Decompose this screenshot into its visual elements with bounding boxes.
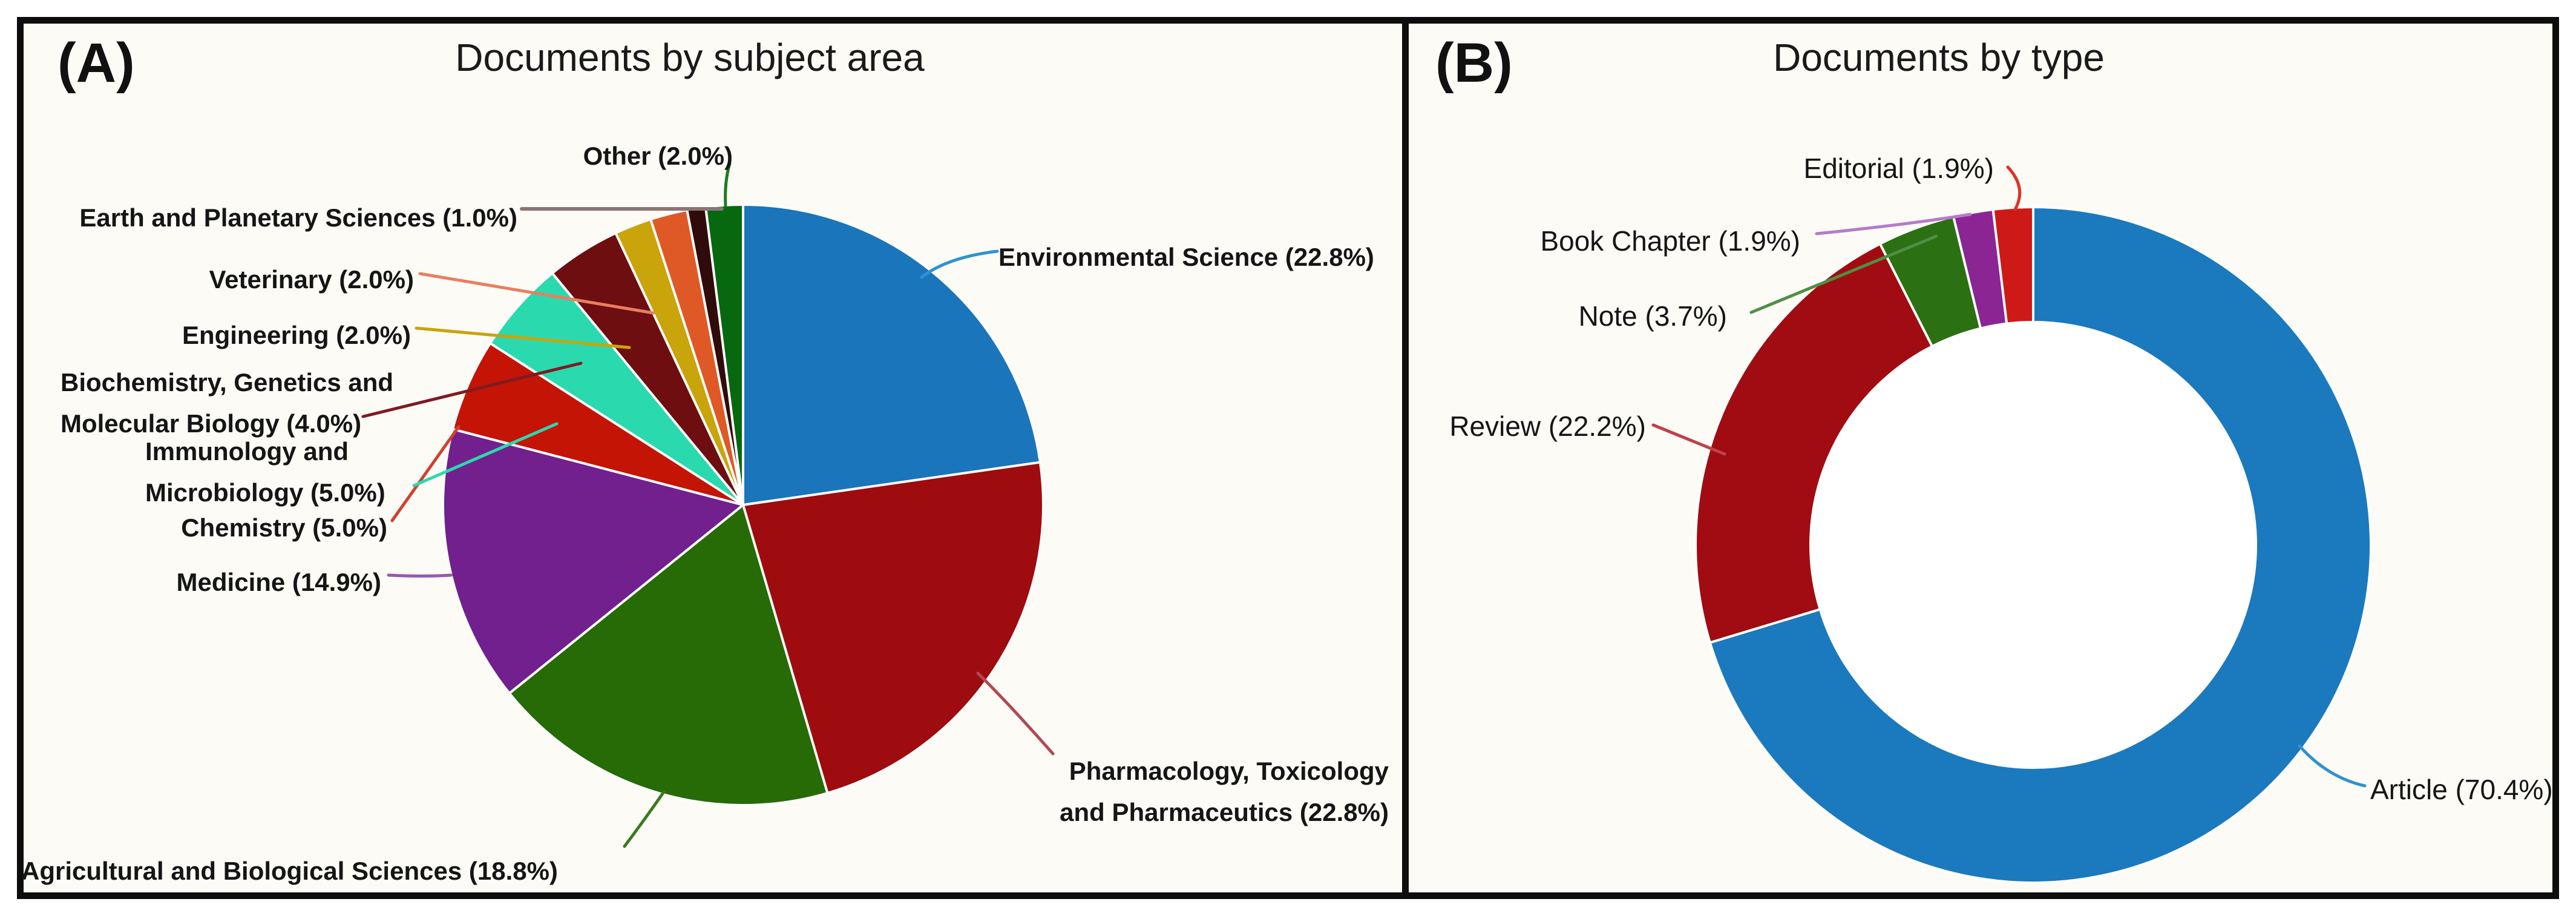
leader-pharmacology	[976, 671, 1055, 756]
slice-label-other: Other (2.0%)	[583, 142, 733, 170]
slice-label-immunology: Immunology and Microbiology (5.0%)	[145, 437, 385, 507]
leader-agricultural	[623, 790, 666, 848]
slice-label-article: Article (70.4%)	[2370, 774, 2553, 805]
panel-a-tag: (A)	[57, 32, 135, 94]
pie-slice-editorial	[1991, 206, 2034, 325]
leader-engineering	[415, 326, 631, 349]
leader-review	[1651, 423, 1726, 456]
slice-label-biochemistry: Biochemistry, Genetics and Molecular Bio…	[61, 368, 394, 438]
pie-slice-environmental-science	[742, 203, 1041, 506]
slice-label-earth: Earth and Planetary Sciences (1.0%)	[79, 203, 517, 232]
leader-biochemistry	[361, 361, 583, 418]
slice-label-environmental-science: Environmental Science (22.8%)	[998, 243, 1374, 271]
leader-editorial	[2006, 165, 2022, 211]
pie-slice-agricultural	[508, 504, 829, 806]
panel-b-tag: (B)	[1435, 32, 1513, 94]
slice-label-engineering: Engineering (2.0%)	[182, 321, 411, 349]
leader-veterinary	[418, 272, 655, 315]
slice-label-book-chapter: Book Chapter (1.9%)	[1540, 225, 1800, 257]
panel-a-title: Documents by subject area	[455, 36, 925, 79]
pie-slice-immunology	[489, 272, 744, 506]
pie-slice-article	[1708, 206, 2372, 884]
leader-medicine	[387, 573, 453, 578]
pie-slice-medicine	[442, 427, 744, 695]
panel-b-title: Documents by type	[1773, 36, 2105, 79]
slice-label-medicine: Medicine (14.9%)	[176, 568, 381, 596]
leader-article	[2298, 744, 2367, 788]
leader-environmental-science	[920, 249, 999, 279]
slice-label-veterinary: Veterinary (2.0%)	[209, 265, 414, 294]
pie-slice-pharmacology	[742, 461, 1044, 794]
donut-hole	[1811, 322, 2256, 768]
panel-divider	[1402, 17, 1409, 899]
slice-label-pharmacology: Pharmacology, Toxicology and Pharmaceuti…	[1060, 757, 1389, 827]
slice-label-editorial: Editorial (1.9%)	[1803, 153, 1994, 184]
leader-immunology	[412, 422, 559, 487]
slice-label-review: Review (22.2%)	[1449, 410, 1646, 442]
slice-label-note: Note (3.7%)	[1578, 300, 1727, 332]
slice-label-agricultural: Agricultural and Biological Sciences (18…	[21, 857, 558, 885]
leader-note	[1749, 234, 1938, 314]
pie-slice-chemistry	[451, 341, 744, 506]
pie-slice-review	[1694, 242, 1934, 644]
leader-book-chapter	[1815, 213, 1972, 236]
leader-other	[724, 162, 732, 208]
leader-chemistry	[390, 425, 460, 522]
slice-label-chemistry: Chemistry (5.0%)	[181, 513, 387, 542]
